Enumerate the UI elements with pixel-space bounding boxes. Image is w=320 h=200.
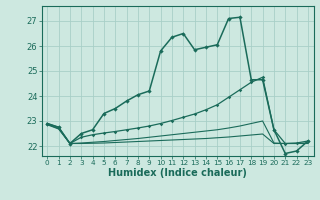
X-axis label: Humidex (Indice chaleur): Humidex (Indice chaleur) [108,168,247,178]
